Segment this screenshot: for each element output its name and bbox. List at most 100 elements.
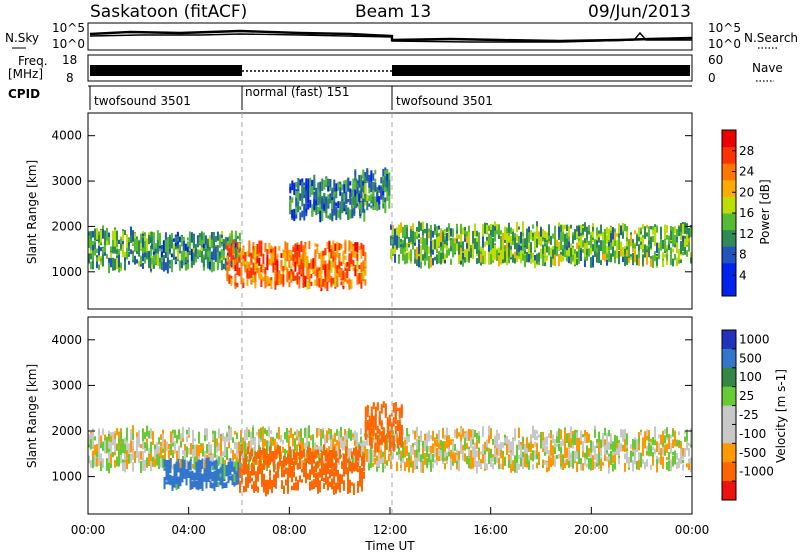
- power-cell: [323, 206, 326, 211]
- velocity-cell: [414, 430, 416, 437]
- power-cell: [362, 181, 365, 186]
- power-cell: [624, 256, 626, 267]
- velocity-cell: [98, 456, 100, 466]
- power-cell: [206, 257, 209, 269]
- velocity-cell: [422, 460, 424, 473]
- velocity-cell: [284, 448, 286, 462]
- velocity-cell: [92, 457, 94, 466]
- power-cell: [390, 224, 392, 230]
- power-cell: [320, 266, 323, 271]
- velocity-cell: [154, 449, 156, 458]
- power-cell: [378, 186, 381, 190]
- power-cell: [254, 253, 257, 264]
- power-cell: [380, 177, 383, 184]
- power-cell: [222, 249, 225, 261]
- velocity-cell: [319, 480, 321, 493]
- velocity-cell: [378, 455, 380, 467]
- velocity-cell: [494, 447, 496, 457]
- velocity-cell: [128, 454, 130, 463]
- velocity-cell: [311, 464, 313, 475]
- velocity-cell: [560, 429, 562, 440]
- velocity-cell: [225, 469, 228, 477]
- power-cell: [618, 261, 620, 265]
- velocity-cell: [662, 456, 664, 469]
- velocity-cell: [98, 445, 100, 457]
- power-cell: [236, 248, 239, 260]
- power-cell: [354, 176, 357, 184]
- velocity-cell: [169, 458, 172, 470]
- power-cell: [98, 243, 100, 256]
- velocity-cell: [206, 454, 208, 460]
- power-cell: [228, 235, 231, 246]
- power-cell: [330, 245, 333, 259]
- power-cell: [432, 249, 434, 255]
- power-cell: [538, 235, 540, 245]
- velocity-cell: [556, 436, 558, 444]
- velocity-cell: [366, 450, 368, 462]
- power-cell: [356, 202, 359, 207]
- power-cell: [316, 268, 319, 281]
- power-cell: [482, 224, 484, 234]
- velocity-cell: [228, 435, 230, 443]
- velocity-cell: [440, 441, 442, 446]
- power-cell: [362, 185, 365, 193]
- y-tick-label: 2000: [51, 219, 82, 233]
- velocity-cell: [281, 469, 283, 478]
- velocity-cell: [548, 461, 550, 472]
- velocity-cell: [181, 471, 184, 483]
- power-cell: [204, 244, 207, 250]
- power-cell: [460, 234, 462, 242]
- velocity-cell: [620, 428, 622, 438]
- velocity-cell: [400, 460, 402, 465]
- power-cell: [94, 250, 96, 256]
- velocity-cell: [442, 448, 444, 454]
- power-cell: [222, 239, 225, 244]
- power-cell: [278, 273, 281, 285]
- velocity-cell: [570, 436, 572, 448]
- power-cell: [343, 193, 346, 202]
- velocity-cell: [630, 444, 632, 449]
- velocity-cell: [428, 462, 430, 466]
- velocity-cell: [492, 457, 494, 462]
- power-cell: [444, 239, 446, 245]
- power-cell: [328, 240, 331, 254]
- velocity-cell: [255, 474, 257, 479]
- power-cell: [372, 173, 375, 181]
- velocity-cell: [244, 441, 246, 454]
- velocity-cell: [245, 461, 247, 475]
- power-cell: [430, 229, 432, 240]
- frequency-panel: Freq. [MHz] 18 8 60 0 Nave: [8, 53, 783, 85]
- power-cell: [110, 258, 112, 264]
- power-cell: [554, 225, 556, 238]
- velocity-cell: [263, 483, 265, 493]
- velocity-cell: [304, 442, 306, 451]
- power-cell: [272, 258, 275, 271]
- power-cell: [314, 243, 317, 247]
- power-cell: [270, 277, 273, 283]
- velocity-cell: [202, 443, 204, 450]
- power-cell: [530, 230, 532, 240]
- power-cell: [284, 260, 287, 270]
- power-cell: [138, 240, 140, 249]
- velocity-cell: [476, 440, 478, 449]
- velocity-cell: [582, 434, 584, 438]
- power-cell: [646, 224, 648, 229]
- velocity-cell: [132, 433, 134, 440]
- velocity-cell: [347, 472, 349, 477]
- power-cell: [490, 255, 492, 265]
- power-cell: [242, 254, 245, 267]
- velocity-cell: [458, 458, 460, 472]
- velocity-cell: [144, 442, 146, 452]
- power-data-layer: [88, 167, 692, 292]
- power-cell: [466, 236, 468, 244]
- power-cell: [638, 244, 640, 256]
- power-cell: [138, 248, 140, 252]
- power-cell: [212, 249, 215, 261]
- velocity-cell: [247, 464, 249, 476]
- power-cell: [664, 254, 666, 258]
- velocity-cell: [299, 475, 301, 482]
- velocity-cell: [234, 441, 236, 450]
- velocity-cell: [144, 448, 146, 453]
- power-cell: [326, 242, 329, 250]
- velocity-cell: [329, 469, 331, 479]
